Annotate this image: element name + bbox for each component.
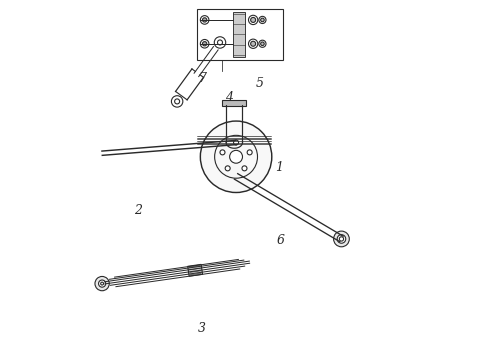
Circle shape <box>259 40 266 47</box>
Circle shape <box>200 121 272 193</box>
Circle shape <box>172 96 183 107</box>
Bar <box>222 100 246 106</box>
Bar <box>188 264 202 276</box>
Circle shape <box>98 280 106 287</box>
Text: 7: 7 <box>198 72 206 85</box>
Circle shape <box>202 18 207 22</box>
Circle shape <box>248 39 258 48</box>
Circle shape <box>334 231 349 247</box>
Circle shape <box>261 18 264 22</box>
Text: 2: 2 <box>134 204 142 217</box>
Text: 4: 4 <box>225 91 233 104</box>
Circle shape <box>230 150 243 163</box>
Circle shape <box>234 140 239 145</box>
Bar <box>233 12 245 57</box>
Bar <box>197 9 283 60</box>
Circle shape <box>200 40 209 48</box>
Text: 5: 5 <box>255 77 263 90</box>
Circle shape <box>202 42 207 46</box>
Circle shape <box>247 150 252 155</box>
Circle shape <box>261 42 264 46</box>
Text: 3: 3 <box>198 322 206 335</box>
Circle shape <box>337 235 346 243</box>
Circle shape <box>251 41 256 46</box>
Circle shape <box>251 17 256 22</box>
Circle shape <box>95 276 109 291</box>
Circle shape <box>225 166 230 171</box>
Circle shape <box>259 16 266 23</box>
Circle shape <box>214 37 226 48</box>
Text: 6: 6 <box>277 234 285 247</box>
Text: 1: 1 <box>275 161 283 174</box>
Circle shape <box>248 15 258 24</box>
Circle shape <box>242 166 247 171</box>
Circle shape <box>200 15 209 24</box>
Circle shape <box>220 150 225 155</box>
